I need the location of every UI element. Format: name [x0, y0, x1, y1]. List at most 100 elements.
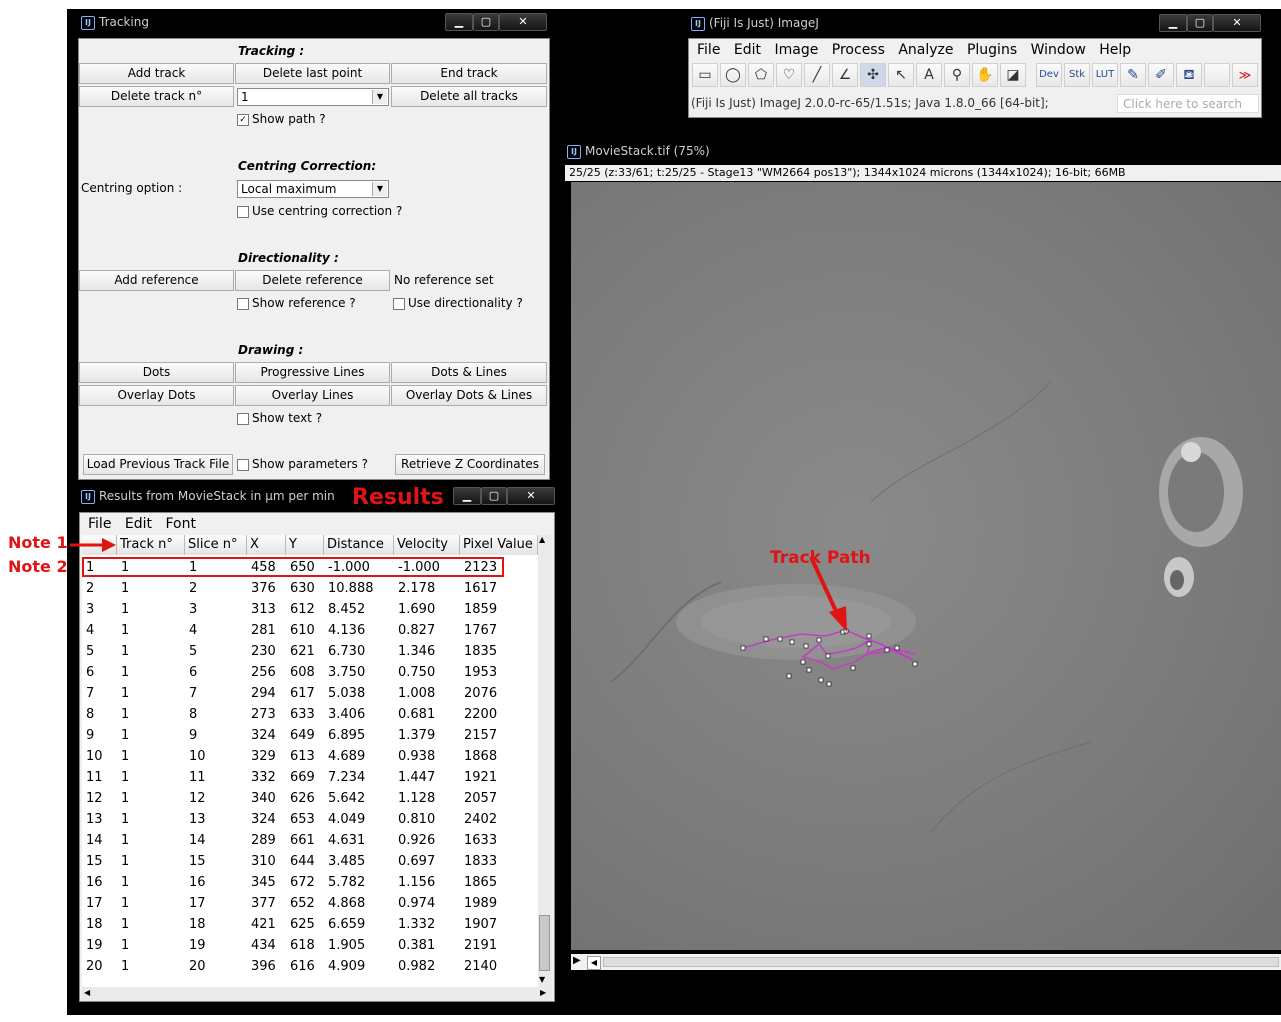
menu-help[interactable]: Help	[1099, 42, 1132, 58]
multipoint-icon[interactable]: ✣	[860, 63, 886, 87]
table-row[interactable]: 10 1 10 329 613 4.689 0.938 1868	[82, 746, 538, 767]
lut-icon[interactable]: LUT	[1092, 63, 1118, 87]
table-row[interactable]: 6 1 6 256 608 3.750 0.750 1953	[82, 662, 538, 683]
col-track[interactable]: Track n°	[117, 535, 185, 555]
track-number-select[interactable]: 1 ▼	[237, 88, 389, 106]
minimize-icon[interactable]: ▁	[445, 13, 473, 31]
col-velocity[interactable]: Velocity	[394, 535, 460, 555]
add-reference-button[interactable]: Add reference	[79, 270, 234, 291]
overlay-dots-lines-button[interactable]: Overlay Dots & Lines	[391, 385, 547, 406]
col-slice[interactable]: Slice n°	[185, 535, 247, 555]
menu-analyze[interactable]: Analyze	[898, 42, 954, 58]
retrieve-z-button[interactable]: Retrieve Z Coordinates	[395, 454, 545, 475]
overlay-lines-button[interactable]: Overlay Lines	[235, 385, 390, 406]
centring-option-select[interactable]: Local maximum ▼	[237, 180, 389, 198]
col-distance[interactable]: Distance	[324, 535, 394, 555]
table-row[interactable]: 4 1 4 281 610 4.136 0.827 1767	[82, 620, 538, 641]
table-row[interactable]: 15 1 15 310 644 3.485 0.697 1833	[82, 851, 538, 872]
table-row[interactable]: 17 1 17 377 652 4.868 0.974 1989	[82, 893, 538, 914]
dev-icon[interactable]: Dev	[1036, 63, 1062, 87]
menu-plugins[interactable]: Plugins	[966, 42, 1018, 58]
angle-icon[interactable]: ∠	[832, 63, 858, 87]
show-reference-checkbox[interactable]	[237, 298, 249, 310]
use-centring-checkbox[interactable]	[237, 206, 249, 218]
maximize-icon[interactable]: ▢	[1187, 14, 1213, 32]
table-row[interactable]: 5 1 5 230 621 6.730 1.346 1835	[82, 641, 538, 662]
delete-last-point-button[interactable]: Delete last point	[235, 63, 390, 84]
scroll-up-icon[interactable]: ▲	[539, 535, 546, 544]
table-row[interactable]: 20 1 20 396 616 4.909 0.982 2140	[82, 956, 538, 977]
scroll-thumb[interactable]	[539, 915, 550, 971]
show-text-checkbox[interactable]	[237, 413, 249, 425]
minimize-icon[interactable]: ▁	[453, 487, 481, 505]
polygon-icon[interactable]: ⬠	[748, 63, 774, 87]
image-canvas[interactable]	[571, 182, 1281, 950]
scroll-down-icon[interactable]: ▼	[539, 975, 546, 984]
delete-reference-button[interactable]: Delete reference	[235, 270, 390, 291]
chevron-down-icon[interactable]: ▼	[372, 90, 387, 104]
oval-icon[interactable]: ◯	[720, 63, 746, 87]
maximize-icon[interactable]: ▢	[481, 487, 507, 505]
menu-window[interactable]: Window	[1030, 42, 1086, 58]
table-row[interactable]: 18 1 18 421 625 6.659 1.332 1907	[82, 914, 538, 935]
use-directionality-checkbox[interactable]	[393, 298, 405, 310]
overlay-dots-button[interactable]: Overlay Dots	[79, 385, 234, 406]
table-row[interactable]: 19 1 19 434 618 1.905 0.381 2191	[82, 935, 538, 956]
vertical-scrollbar[interactable]: ▲ ▼	[538, 535, 552, 987]
search-field[interactable]: Click here to search	[1117, 94, 1259, 113]
close-icon[interactable]: ✕	[1213, 14, 1261, 32]
more-tools-icon[interactable]: ≫	[1232, 63, 1258, 87]
scroll-left-icon[interactable]: ◀	[587, 956, 601, 970]
minimize-icon[interactable]: ▁	[1159, 14, 1187, 32]
menu-edit[interactable]: Edit	[124, 516, 153, 532]
stk-icon[interactable]: Stk	[1064, 63, 1090, 87]
menu-file[interactable]: File	[88, 516, 112, 532]
table-row[interactable]: 9 1 9 324 649 6.895 1.379 2157	[82, 725, 538, 746]
maximize-icon[interactable]: ▢	[473, 13, 499, 31]
moviestack-titlebar[interactable]: IJ MovieStack.tif (75%)	[561, 140, 1281, 164]
wand-icon[interactable]: ↖	[888, 63, 914, 87]
freehand-icon[interactable]: ♡	[776, 63, 802, 87]
color-picker-icon[interactable]: ◪	[1000, 63, 1026, 87]
text-icon[interactable]: A	[916, 63, 942, 87]
load-previous-track-button[interactable]: Load Previous Track File	[83, 454, 233, 475]
table-row[interactable]: 3 1 3 313 612 8.452 1.690 1859	[82, 599, 538, 620]
table-row[interactable]: 7 1 7 294 617 5.038 1.008 2076	[82, 683, 538, 704]
table-row[interactable]: 14 1 14 289 661 4.631 0.926 1633	[82, 830, 538, 851]
col-x[interactable]: X	[247, 535, 286, 555]
delete-track-button[interactable]: Delete track n°	[79, 86, 234, 107]
rectangle-icon[interactable]: ▭	[692, 63, 718, 87]
col-y[interactable]: Y	[286, 535, 324, 555]
dots-button[interactable]: Dots	[79, 362, 234, 383]
table-row[interactable]: 1 1 1 458 650 -1.000 -1.000 2123	[82, 557, 538, 578]
tracking-titlebar[interactable]: IJ Tracking ▁ ▢ ✕	[75, 11, 555, 35]
chevron-down-icon[interactable]: ▼	[372, 182, 387, 196]
pencil-icon[interactable]: ✎	[1120, 63, 1146, 87]
imagej-titlebar[interactable]: IJ (Fiji Is Just) ImageJ ▁ ▢ ✕	[685, 12, 1265, 36]
flood-fill-icon[interactable]: ⛾	[1176, 63, 1202, 87]
stack-scrollbar[interactable]: ▶ ◀	[571, 954, 1281, 970]
add-track-button[interactable]: Add track	[79, 63, 234, 84]
scroll-track[interactable]	[603, 957, 1279, 967]
close-icon[interactable]: ✕	[499, 13, 547, 31]
brush-icon[interactable]: ✐	[1148, 63, 1174, 87]
menu-process[interactable]: Process	[831, 42, 885, 58]
scroll-right-icon[interactable]: ▶	[540, 988, 547, 997]
play-icon[interactable]: ▶	[573, 955, 581, 966]
progressive-lines-button[interactable]: Progressive Lines	[235, 362, 390, 383]
results-titlebar[interactable]: IJ Results from MovieStack in µm per min…	[75, 485, 560, 509]
end-track-button[interactable]: End track	[391, 63, 547, 84]
show-path-checkbox[interactable]: ✓	[237, 114, 249, 126]
dots-lines-button[interactable]: Dots & Lines	[391, 362, 547, 383]
menu-edit[interactable]: Edit	[733, 42, 762, 58]
table-row[interactable]: 12 1 12 340 626 5.642 1.128 2057	[82, 788, 538, 809]
table-row[interactable]: 2 1 2 376 630 10.888 2.178 1617	[82, 578, 538, 599]
delete-all-tracks-button[interactable]: Delete all tracks	[391, 86, 547, 107]
menu-image[interactable]: Image	[774, 42, 819, 58]
close-icon[interactable]: ✕	[507, 487, 555, 505]
table-row[interactable]: 11 1 11 332 669 7.234 1.447 1921	[82, 767, 538, 788]
table-row[interactable]: 16 1 16 345 672 5.782 1.156 1865	[82, 872, 538, 893]
horizontal-scrollbar[interactable]: ◀ ▶	[82, 987, 552, 1001]
table-row[interactable]: 13 1 13 324 653 4.049 0.810 2402	[82, 809, 538, 830]
show-parameters-checkbox[interactable]	[237, 459, 249, 471]
